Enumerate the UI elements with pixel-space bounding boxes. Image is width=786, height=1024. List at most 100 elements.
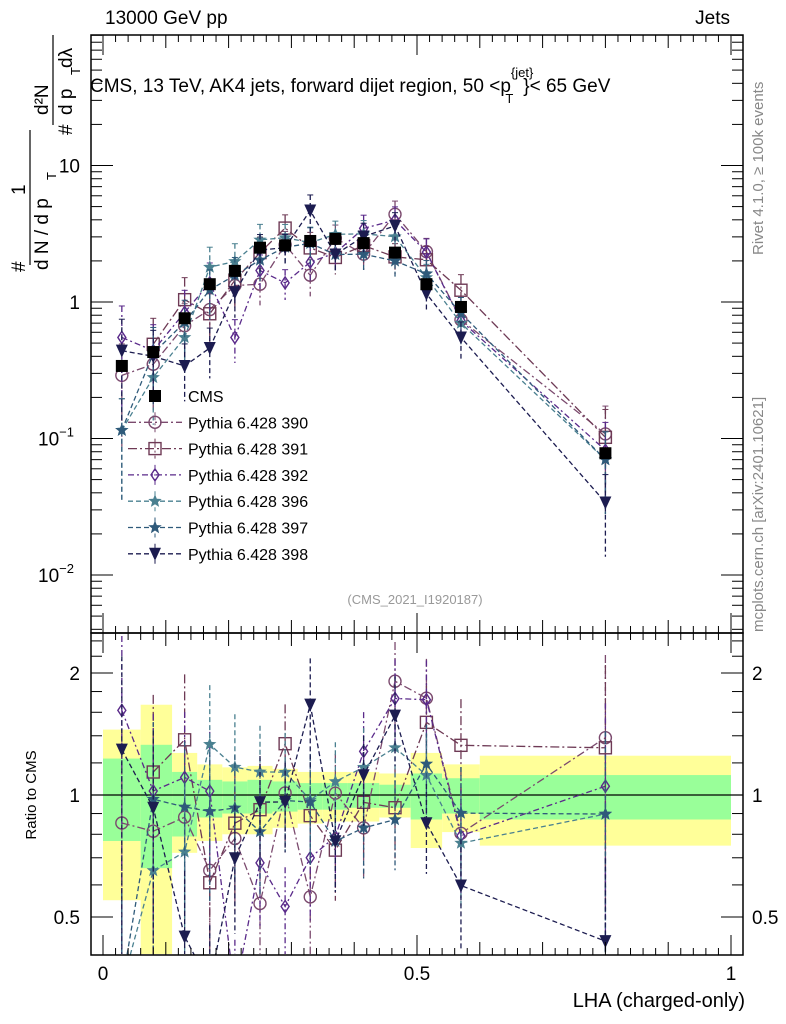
- legend-label: Pythia 6.428 396: [188, 494, 308, 511]
- ratio-series-line: [126, 762, 606, 955]
- ratio-point: [599, 935, 612, 949]
- data-point: [329, 248, 342, 262]
- ratio-point: [303, 795, 317, 808]
- legend-label: Pythia 6.428 398: [188, 547, 308, 564]
- ratio-series-line: [129, 743, 606, 955]
- legend-label: Pythia 6.428 397: [188, 521, 308, 538]
- legend-marker: [149, 547, 161, 561]
- series-line: [121, 233, 606, 461]
- legend-marker: [150, 467, 160, 483]
- legend-entry: Pythia 6.428 390: [128, 412, 308, 433]
- ratio-point: [178, 800, 192, 813]
- legend-entry: Pythia 6.428 392: [128, 464, 308, 485]
- x-tick-label: 0: [98, 964, 109, 985]
- svg-text:dλ: dλ: [56, 47, 77, 68]
- data-point: [454, 283, 468, 297]
- cms-data-point: [279, 239, 292, 252]
- header-right: Jets: [695, 8, 730, 29]
- cms-data-point: [147, 346, 160, 359]
- cms-data-point: [357, 237, 370, 250]
- data-point: [203, 342, 216, 356]
- cms-data-point: [454, 300, 467, 313]
- ratio-point: [280, 899, 290, 914]
- x-tick-label: 1: [726, 964, 737, 985]
- cms-data-point: [203, 278, 216, 291]
- cms-data-point: [420, 278, 433, 291]
- legend-label: Pythia 6.428 392: [188, 468, 308, 485]
- axes: 0 0.5 1 10 1 10−1 10−2 2 2 1 1 0.5 0.5: [38, 34, 778, 985]
- ratio-point: [454, 806, 468, 819]
- main-frame: [90, 34, 744, 634]
- legend-entry: Pythia 6.428 391: [128, 438, 308, 459]
- svg-text:#: #: [9, 261, 30, 272]
- x-axis-label: LHA (charged-only): [573, 990, 745, 1012]
- y-tick-label: 10: [59, 157, 80, 178]
- rivet-label: Rivet 4.1.0, ≥ 100k events: [750, 82, 767, 255]
- legend-marker: [148, 494, 162, 507]
- series-line: [121, 242, 606, 461]
- y-tick-label: 10−2: [38, 561, 74, 587]
- ratio-point: [228, 852, 241, 866]
- ratio-point: [389, 709, 402, 723]
- ratio-point: [358, 744, 369, 759]
- stat-uncertainty-band: [379, 784, 411, 808]
- ratio-point: [203, 804, 217, 817]
- analysis-id: (CMS_2021_I1920187): [347, 592, 482, 607]
- ratio-tick-label: 0.5: [752, 908, 778, 929]
- cms-data-point: [304, 234, 317, 247]
- ratio-tick-label: 2: [752, 664, 763, 685]
- cms-data-point: [178, 312, 191, 325]
- ratio-point: [598, 807, 613, 820]
- svg-text:d²N: d²N: [32, 84, 53, 115]
- legend-marker: [148, 520, 162, 534]
- data-point: [230, 330, 240, 345]
- cms-data-point: [599, 447, 612, 460]
- ratio-point: [178, 930, 191, 944]
- data-point: [388, 253, 402, 267]
- data-point: [388, 229, 402, 243]
- ratio-uncertainty-bands: [91, 704, 743, 954]
- y-axis-label: # 1 d N / d p T # d²N d p T dλ: [9, 35, 83, 272]
- svg-text:T: T: [68, 67, 83, 75]
- data-point: [357, 230, 370, 244]
- y-tick-label: 1: [69, 293, 80, 314]
- legend-marker: [148, 415, 162, 429]
- ratio-point: [420, 817, 433, 831]
- y-tick-label: 10−1: [38, 425, 74, 451]
- ratio-tick-label: 2: [69, 664, 80, 685]
- cms-data-point: [254, 241, 266, 254]
- legend-label: Pythia 6.428 390: [188, 415, 308, 432]
- cms-data-point: [228, 264, 241, 277]
- svg-text:1: 1: [9, 184, 30, 195]
- chart-title: CMS, 13 TeV, AK4 jets, forward dijet reg…: [90, 65, 611, 106]
- ratio-point: [454, 879, 467, 893]
- svg-text:d p: d p: [56, 89, 77, 115]
- legend-entry: Pythia 6.428 398: [128, 543, 308, 564]
- svg-text:d N / d p: d N / d p: [32, 198, 53, 270]
- ratio-series-line: [121, 704, 606, 955]
- legend-marker: [148, 441, 162, 456]
- ratio-series-line: [121, 680, 606, 906]
- ratio-point: [253, 764, 267, 778]
- legend-marker: [149, 390, 161, 402]
- series-line: [121, 219, 606, 451]
- svg-text:T: T: [44, 172, 59, 180]
- ratio-series-line: [121, 697, 606, 955]
- ratio-tick-label: 0.5: [54, 908, 80, 929]
- legend-label: CMS: [188, 389, 224, 406]
- data-marks: [115, 194, 613, 955]
- cms-data-point: [115, 359, 128, 372]
- ratio-tick-label: 1: [69, 786, 80, 807]
- legend-entry: CMS: [149, 389, 224, 406]
- mcplots-label: mcplots.cern.ch [arXiv:2401.10621]: [750, 397, 767, 632]
- cms-data-point: [389, 246, 402, 259]
- ratio-point: [421, 692, 432, 707]
- data-point: [305, 254, 316, 270]
- header-left: 13000 GeV pp: [105, 8, 228, 29]
- svg-text:#: #: [56, 124, 77, 135]
- legend-entry: Pythia 6.428 396: [128, 491, 308, 512]
- legend-entry: Pythia 6.428 397: [128, 517, 308, 538]
- cms-data-point: [329, 232, 342, 245]
